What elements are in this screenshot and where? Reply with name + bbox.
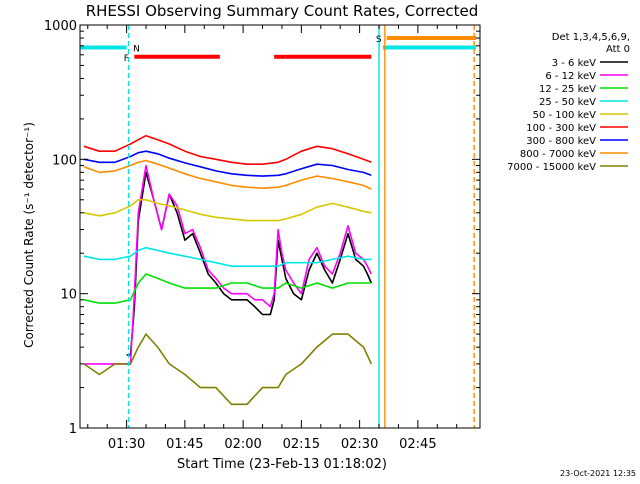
legend-entry-label: 7000 - 15000 keV: [507, 162, 596, 173]
y-tick-label: 10: [60, 288, 77, 303]
plot-frame: [79, 24, 481, 429]
legend-entry-label: 50 - 100 keV: [533, 110, 597, 121]
x-tick-label: 02:00: [224, 437, 261, 452]
legend-header: Det 1,3,4,5,6,9,: [552, 32, 630, 43]
x-tick-label: 01:45: [166, 437, 203, 452]
plot-layer: NF S: [80, 25, 477, 428]
legend-entry-label: 25 - 50 keV: [539, 97, 596, 108]
chart-title: RHESSI Observing Summary Count Rates, Co…: [86, 2, 479, 20]
plot-area: [80, 25, 477, 428]
y-tick-label: 1: [69, 422, 77, 437]
legend-entry-label: 6 - 12 keV: [545, 71, 596, 82]
series-line-2: [83, 164, 373, 365]
status-bar-label: F: [124, 54, 129, 64]
series-line-9: [83, 333, 373, 406]
series-line-6: [83, 134, 372, 165]
x-tick-label: 02:45: [399, 437, 436, 452]
x-tick-label: 01:30: [108, 437, 145, 452]
x-tick-label: 02:30: [341, 437, 378, 452]
series-line-7: [83, 150, 372, 177]
legend-entry-label: 100 - 300 keV: [526, 123, 596, 134]
y-tick-label: 1000: [44, 19, 77, 34]
legend-entry-label: 12 - 25 keV: [539, 84, 596, 95]
legend-entry-label: 3 - 6 keV: [552, 58, 596, 69]
series-line-8: [83, 159, 372, 190]
y-axis-label: Corrected Count Rate (s⁻¹ detector⁻¹): [22, 122, 36, 348]
series-line-5: [83, 199, 372, 222]
series-line-1: [126, 171, 373, 356]
footer-timestamp: 23-Oct-2021 12:35: [560, 469, 636, 478]
series-line-4: [83, 246, 372, 268]
legend-entry-label: 300 - 800 keV: [526, 136, 596, 147]
x-axis-label: Start Time (23-Feb-13 01:18:02): [177, 457, 387, 472]
legend-header: Att 0: [606, 44, 630, 55]
status-bar-label: S: [376, 35, 382, 45]
series-line-3: [83, 273, 372, 304]
x-tick-label: 02:15: [283, 437, 320, 452]
legend: Det 1,3,4,5,6,9,Att 0 3 - 6 keV 6 - 12 keV…: [507, 32, 630, 173]
y-tick-label: 100: [52, 153, 77, 168]
status-bar-label: N: [133, 44, 140, 54]
axis-layer: 1 10 100 1000 01:30 01:45 02:00 02:15 02:30 02:45: [44, 19, 481, 452]
legend-entry-label: 800 - 7000 keV: [520, 149, 596, 160]
